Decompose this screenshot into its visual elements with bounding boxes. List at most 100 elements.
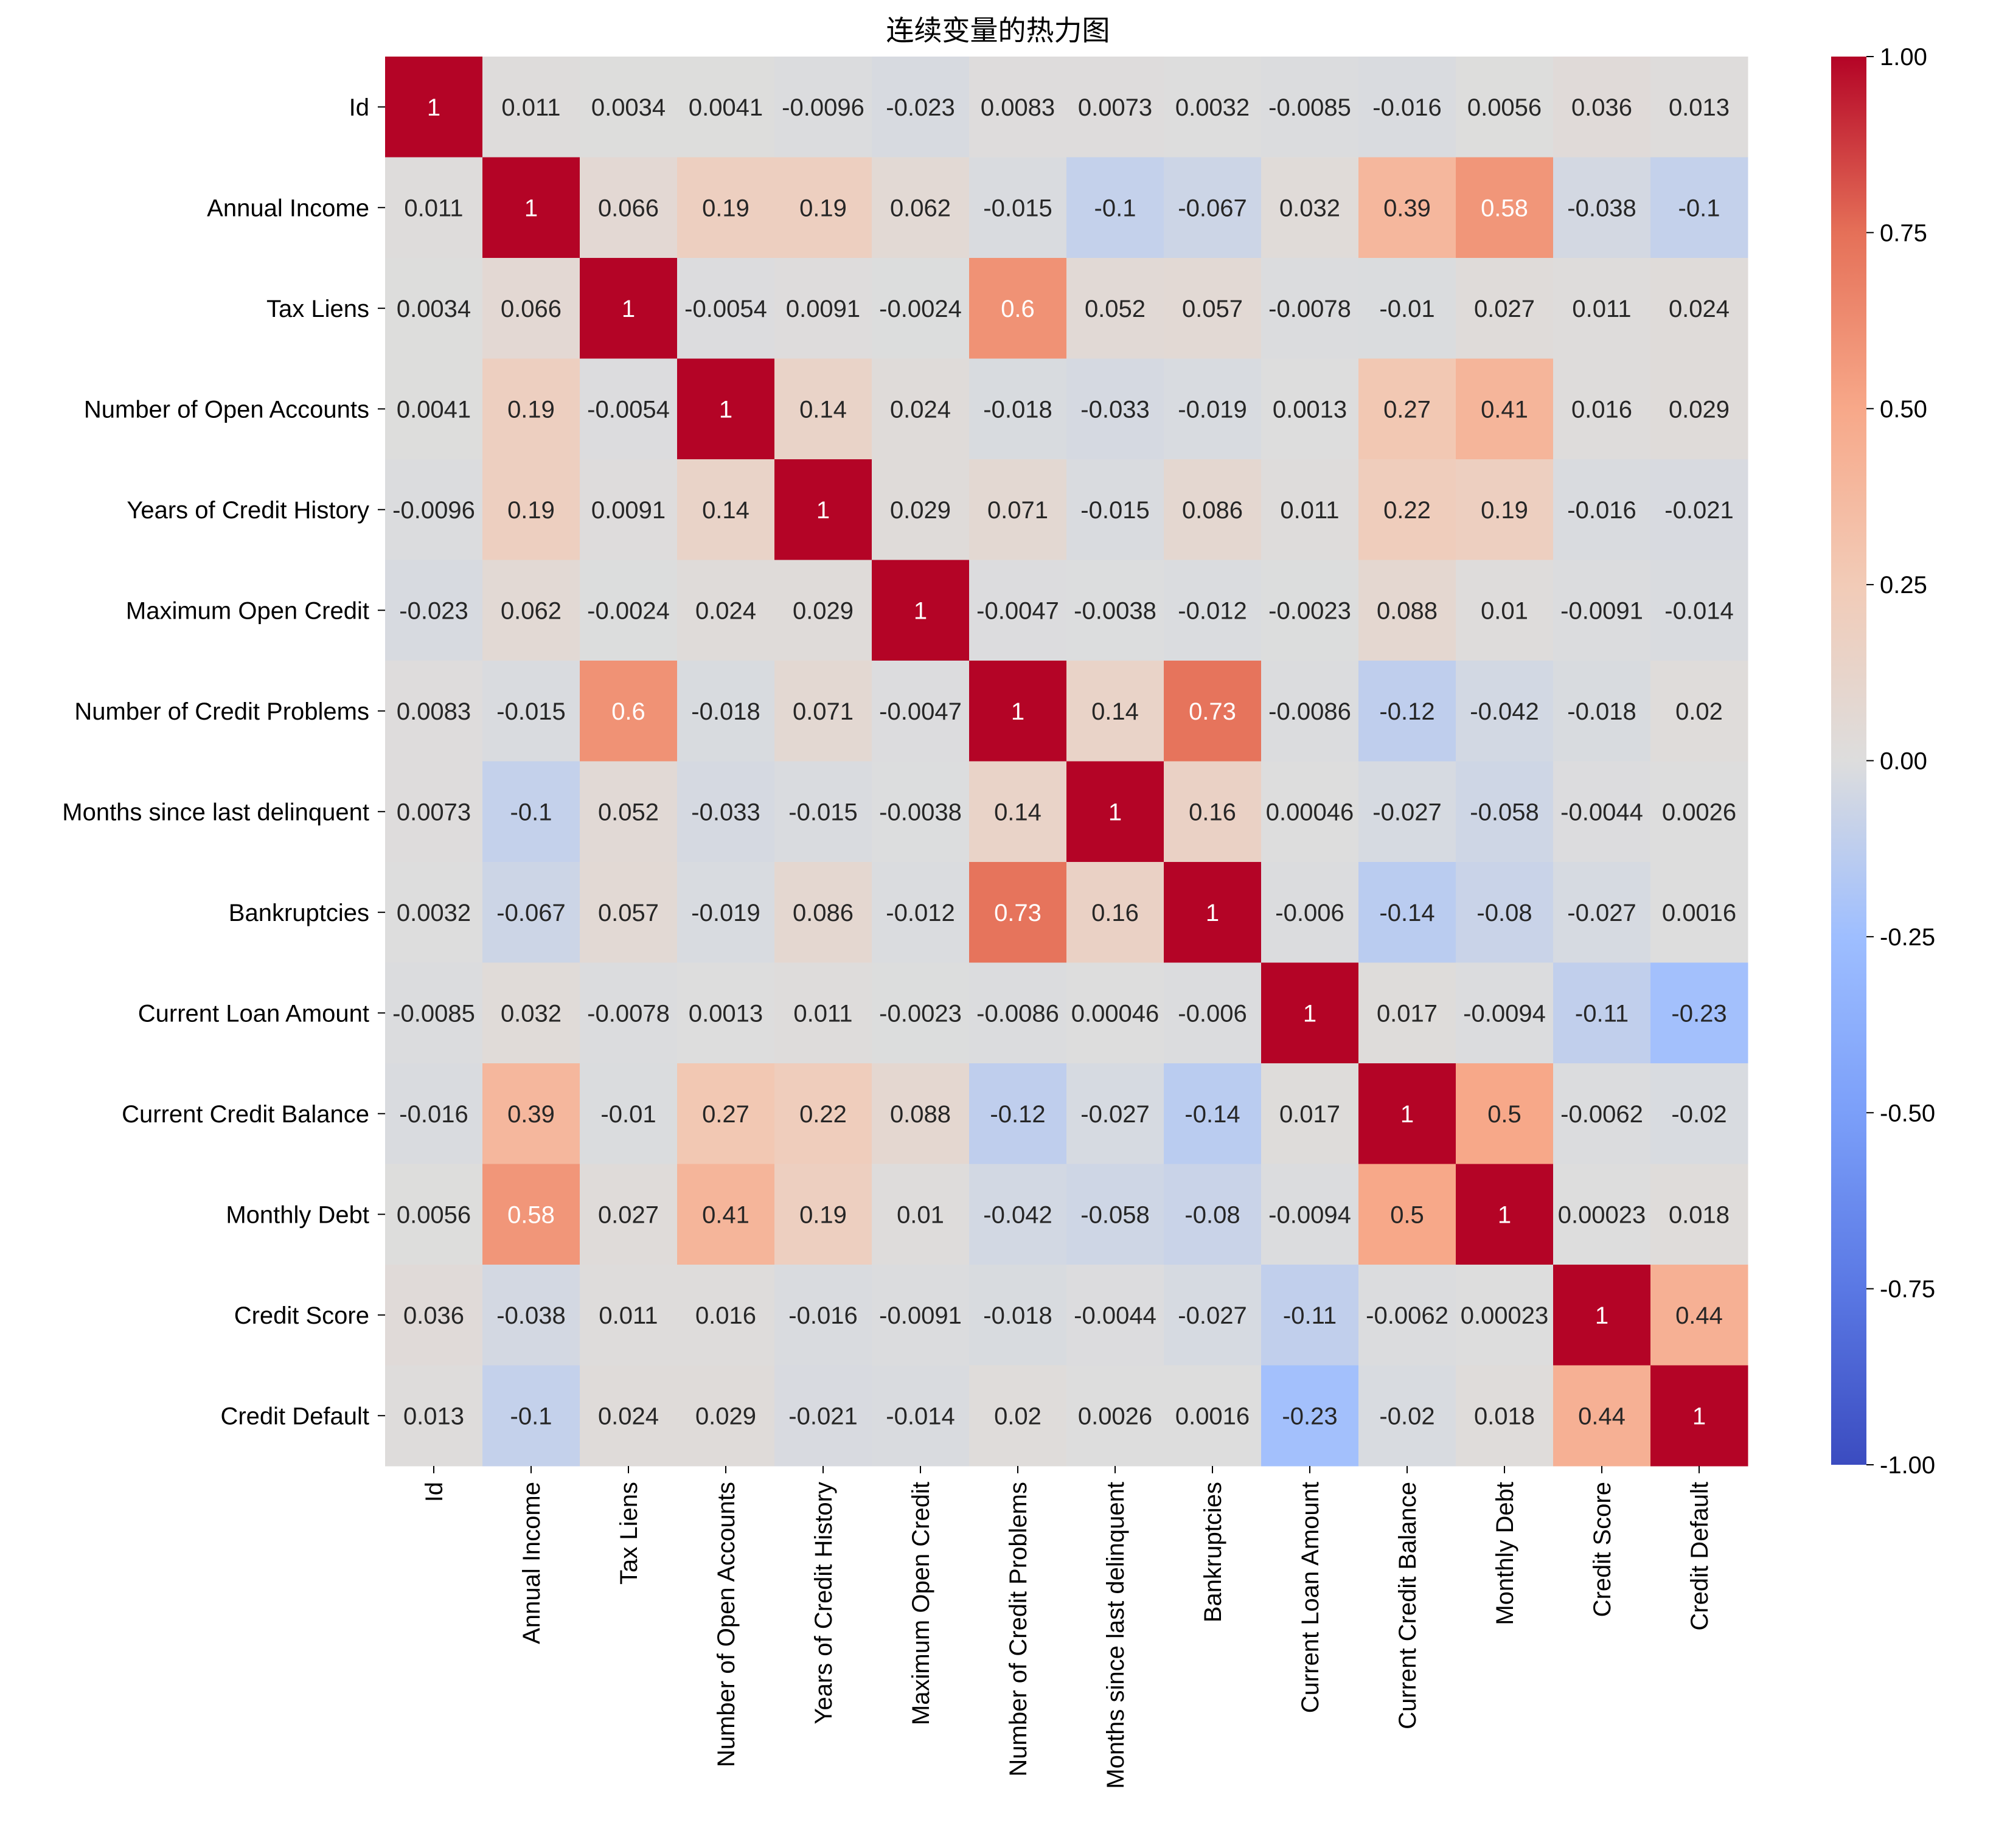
cell-annotation: 0.011 — [404, 195, 463, 221]
heatmap-cell — [677, 661, 775, 762]
cell-annotation: 0.071 — [987, 497, 1048, 524]
cell-annotation: -0.027 — [1372, 799, 1441, 825]
cell-annotation: 0.19 — [702, 195, 749, 221]
heatmap-cell — [1164, 962, 1262, 1064]
y-tick-label: Tax Liens — [266, 296, 369, 322]
heatmap-cell — [580, 1365, 678, 1467]
cell-annotation: -0.0023 — [1268, 597, 1351, 624]
heatmap-cell — [1456, 157, 1554, 259]
cell-annotation: -0.12 — [1379, 698, 1434, 725]
heatmap-cell — [1164, 358, 1262, 460]
cell-annotation: 0.024 — [890, 396, 951, 423]
cell-annotation: -0.038 — [1567, 195, 1636, 221]
heatmap-cell — [1358, 1365, 1456, 1467]
cell-annotation: 0.024 — [695, 597, 756, 624]
cell-annotation: 0.14 — [799, 396, 847, 423]
heatmap-cell — [385, 661, 483, 762]
heatmap-cell — [1650, 157, 1748, 259]
heatmap-cell — [580, 761, 678, 863]
x-tick-label: Number of Open Accounts — [713, 1482, 740, 1767]
cell-annotation: 0.41 — [702, 1201, 749, 1228]
heatmap-cell — [774, 1365, 872, 1467]
cell-annotation: -0.033 — [1080, 396, 1149, 423]
heatmap-cell — [580, 862, 678, 963]
cell-annotation: 0.0056 — [397, 1201, 471, 1228]
heatmap-cell — [1650, 761, 1748, 863]
cell-annotation: -0.0062 — [1560, 1101, 1643, 1128]
heatmap-cell — [1553, 157, 1651, 259]
heatmap-cell — [774, 761, 872, 863]
cell-annotation: 0.44 — [1578, 1403, 1626, 1429]
cell-annotation: -0.021 — [1664, 497, 1733, 524]
heatmap-cell — [1164, 1164, 1262, 1265]
heatmap-cell — [385, 57, 483, 158]
cell-annotation: 0.062 — [501, 597, 562, 624]
heatmap-cell — [385, 560, 483, 661]
cell-annotation: 0.01 — [1481, 597, 1528, 624]
cell-annotation: 0.01 — [897, 1201, 944, 1228]
heatmap-cell — [1456, 761, 1554, 863]
heatmap-cell — [1553, 57, 1651, 158]
cell-annotation: -0.018 — [1567, 698, 1636, 725]
heatmap-cell — [482, 1365, 580, 1467]
cell-annotation: -0.042 — [983, 1201, 1052, 1228]
x-tick-label: Id — [421, 1482, 448, 1502]
cell-annotation: 0.071 — [793, 698, 854, 725]
heatmap-cell — [1164, 761, 1262, 863]
heatmap-cell — [1261, 862, 1359, 963]
heatmap-cell — [774, 1164, 872, 1265]
heatmap-cell — [1358, 1265, 1456, 1366]
x-tick-label: Annual Income — [518, 1482, 545, 1644]
heatmap-cell — [385, 258, 483, 359]
cell-annotation: 0.19 — [1481, 497, 1528, 524]
heatmap-cell — [1650, 661, 1748, 762]
heatmap-cell — [482, 358, 580, 460]
heatmap-cell — [482, 258, 580, 359]
cell-annotation: 0.00023 — [1461, 1302, 1549, 1329]
heatmap-cell — [1650, 862, 1748, 963]
cell-annotation: 0.27 — [702, 1101, 749, 1128]
cell-annotation: 0.013 — [403, 1403, 464, 1429]
cell-annotation: 0.032 — [1279, 195, 1340, 221]
heatmap-cell — [1553, 1164, 1651, 1265]
heatmap-cell — [872, 1164, 970, 1265]
heatmap-cell — [1358, 1164, 1456, 1265]
heatmap-cell — [385, 459, 483, 560]
y-tick-label: Annual Income — [207, 195, 369, 221]
heatmap-cell — [580, 358, 678, 460]
cell-annotation: -0.0038 — [1074, 597, 1156, 624]
cell-annotation: 0.016 — [1571, 396, 1632, 423]
cell-annotation: 0.19 — [799, 1201, 847, 1228]
heatmap-cell — [969, 661, 1067, 762]
heatmap-cell — [1066, 1365, 1164, 1467]
cell-annotation: -0.0091 — [1560, 597, 1643, 624]
y-tick-label: Credit Default — [220, 1403, 369, 1429]
heatmap-cell — [1456, 258, 1554, 359]
cell-annotation: 1 — [1498, 1201, 1511, 1228]
cell-annotation: 0.0026 — [1078, 1403, 1152, 1429]
cell-annotation: -0.08 — [1184, 1201, 1240, 1228]
cell-annotation: -0.0023 — [879, 1000, 962, 1027]
cell-annotation: 0.0032 — [1175, 94, 1250, 121]
heatmap-cell — [969, 57, 1067, 158]
heatmap-cell — [1650, 1265, 1748, 1366]
x-tick-label: Current Credit Balance — [1394, 1482, 1421, 1729]
heatmap-cell — [774, 258, 872, 359]
cell-annotation: -0.0096 — [392, 497, 475, 524]
colorbar-tick-label: 0.75 — [1880, 220, 1927, 246]
heatmap-cell — [1650, 1164, 1748, 1265]
cell-annotation: 0.086 — [1182, 497, 1243, 524]
heatmap-cell — [1261, 258, 1359, 359]
cell-annotation: -0.23 — [1671, 1000, 1727, 1027]
heatmap-cell — [482, 862, 580, 963]
cell-annotation: 1 — [1595, 1302, 1608, 1329]
cell-annotation: -0.02 — [1379, 1403, 1434, 1429]
cell-annotation: 1 — [1206, 900, 1219, 926]
cell-annotation: 0.6 — [611, 698, 645, 725]
x-tick-label: Monthly Debt — [1492, 1482, 1518, 1625]
heatmap-cell — [969, 1365, 1067, 1467]
cell-annotation: -0.1 — [1094, 195, 1136, 221]
heatmap-cell — [385, 862, 483, 963]
cell-annotation: -0.01 — [1379, 296, 1434, 322]
